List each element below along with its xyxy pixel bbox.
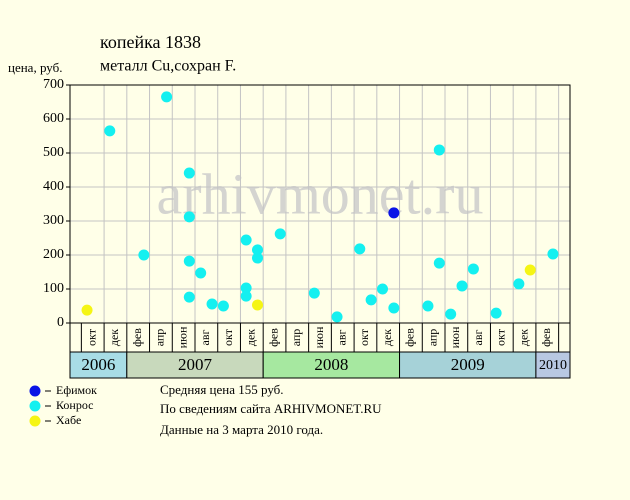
point — [183, 291, 195, 303]
point — [195, 267, 207, 279]
x-tick-label: дек — [107, 329, 121, 346]
point — [252, 252, 263, 264]
point — [138, 249, 150, 261]
x-tick-label: апр — [289, 329, 303, 347]
point — [377, 283, 388, 295]
y-tick-label: 700 — [43, 77, 64, 92]
point — [547, 248, 559, 260]
legend-marker — [29, 385, 41, 397]
x-tick-label: фев — [403, 328, 417, 347]
x-tick-label: июн — [175, 326, 189, 348]
point — [217, 300, 229, 312]
x-tick-label: окт — [84, 328, 98, 346]
x-tick-label: окт — [494, 328, 508, 346]
x-tick-label: фев — [130, 328, 144, 347]
chart-subtitle: металл Cu,сохран F. — [100, 58, 236, 75]
point — [456, 280, 468, 292]
point — [513, 278, 525, 290]
note: По сведениям сайта ARHIVMONET.RU — [160, 401, 382, 416]
point — [183, 211, 195, 223]
point — [445, 308, 457, 320]
note: Данные на 3 марта 2010 года. — [160, 422, 323, 437]
x-tick-label: апр — [425, 329, 439, 347]
point — [240, 290, 252, 302]
point — [104, 125, 116, 137]
legend-label: Хабе — [56, 413, 81, 427]
year-box — [399, 351, 537, 379]
x-tick-label: окт — [357, 328, 371, 346]
point — [331, 311, 343, 323]
point — [183, 255, 195, 267]
year-label: 2007 — [178, 355, 213, 374]
year-box — [535, 351, 571, 379]
plot-frame — [69, 84, 571, 353]
x-tick-label: дек — [244, 329, 258, 346]
point — [388, 207, 400, 219]
x-tick-label: авг — [334, 329, 348, 345]
point — [161, 91, 173, 103]
note: Средняя цена 155 руб. — [160, 382, 284, 397]
x-tick-label: авг — [198, 329, 212, 345]
point — [388, 302, 400, 314]
y-tick-label: 500 — [43, 145, 64, 160]
year-label: 2006 — [81, 355, 115, 374]
point — [354, 243, 366, 255]
point — [240, 234, 252, 246]
point — [365, 294, 377, 306]
y-tick-label: 100 — [43, 281, 64, 296]
point — [81, 304, 93, 316]
x-tick-label: июн — [448, 326, 462, 348]
year-label: 2009 — [451, 355, 485, 374]
point — [183, 167, 195, 179]
x-tick-label: фев — [539, 328, 553, 347]
y-axis-label: цена, руб. — [8, 60, 62, 75]
y-tick-label: 600 — [43, 111, 64, 126]
point — [433, 144, 445, 156]
point — [308, 287, 320, 299]
y-tick-label: 200 — [43, 247, 64, 262]
y-tick-label: 0 — [57, 315, 64, 330]
year-label: 2010 — [539, 358, 567, 373]
watermark: arhivmonet.ru — [157, 161, 484, 226]
point — [206, 298, 218, 310]
x-tick-label: окт — [221, 328, 235, 346]
point — [490, 307, 502, 319]
point — [252, 299, 263, 311]
chart-title: копейка 1838 — [100, 32, 201, 52]
point — [433, 257, 445, 269]
legend-marker — [29, 415, 41, 427]
y-tick-label: 300 — [43, 213, 64, 228]
year-label: 2008 — [314, 355, 348, 374]
point — [422, 300, 434, 312]
point — [467, 263, 479, 275]
point — [240, 282, 252, 294]
y-tick-label: 400 — [43, 179, 64, 194]
point — [274, 228, 286, 240]
x-tick-label: июн — [312, 326, 326, 348]
point — [252, 244, 263, 256]
legend-marker — [29, 400, 41, 412]
x-tick-label: апр — [153, 329, 167, 347]
point — [524, 264, 536, 276]
x-tick-label: дек — [516, 329, 530, 346]
legend-label: Ефимок — [56, 383, 97, 397]
legend-label: Конрос — [56, 398, 93, 412]
year-box — [69, 351, 128, 379]
x-tick-label: дек — [380, 329, 394, 346]
x-tick-label: фев — [266, 328, 280, 347]
x-tick-label: авг — [471, 329, 485, 345]
